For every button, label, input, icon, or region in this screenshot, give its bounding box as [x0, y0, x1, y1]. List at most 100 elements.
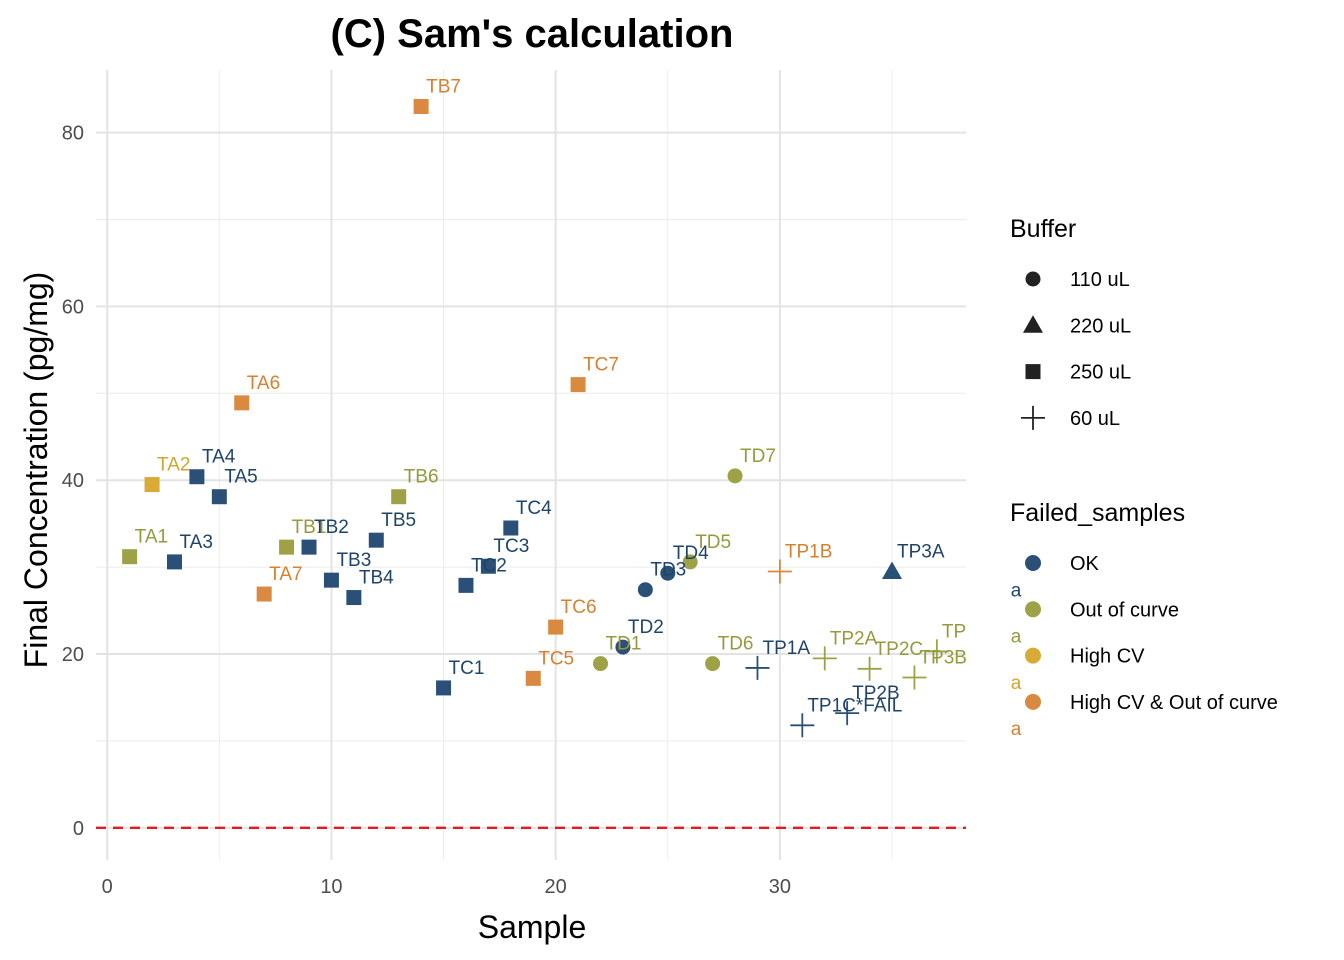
data-label: TB1 [292, 517, 327, 538]
x-axis-ticks: 0 10 20 30 [102, 876, 791, 898]
data-label: TA6 [247, 373, 280, 394]
legend-buffer-label: 250 uL [1070, 362, 1131, 384]
data-point [924, 639, 949, 664]
data-label: TA4 [202, 447, 236, 468]
data-label: TC5 [538, 648, 574, 669]
legend-buffer-label: 110 uL [1070, 269, 1130, 291]
x-tick-label: 10 [320, 876, 342, 898]
data-label: TB6 [404, 467, 439, 488]
data-point [767, 559, 792, 584]
legend-buffer-entries: 110 uL 220 uL 250 uL 60 uL [1021, 269, 1131, 430]
data-label: TD6 [718, 634, 754, 655]
data-label: TA1 [135, 527, 168, 548]
legend-failed-samples-title: Failed_samples [1010, 499, 1185, 527]
data-label: TC2 [471, 555, 507, 576]
data-label: TP2C [875, 639, 924, 660]
y-axis-title: Final Concentration (pg/mg) [18, 272, 54, 669]
data-point [346, 590, 362, 606]
data-label: TD7 [740, 446, 776, 467]
data-point [705, 656, 721, 672]
x-axis-title: Sample [478, 909, 587, 945]
legend-buffer-swatch [1025, 364, 1041, 380]
data-label: TC4 [516, 498, 552, 519]
legend-status-swatch [1025, 647, 1041, 664]
data-point [593, 656, 609, 672]
legend-status-swatch [1025, 555, 1041, 571]
legend-buffer-swatch [1025, 271, 1041, 287]
x-tick-label: 0 [102, 876, 113, 898]
x-tick-label: 20 [545, 876, 567, 898]
data-label: TP2A [830, 628, 878, 649]
data-point [857, 656, 882, 681]
data-label: TD5 [695, 532, 731, 553]
data-point [413, 99, 429, 115]
data-label: TB4 [359, 568, 394, 589]
data-point [391, 489, 407, 505]
data-point [835, 701, 860, 726]
minor-gridlines [96, 70, 966, 860]
data-point [166, 554, 182, 570]
data-point [745, 655, 770, 680]
data-label: TC3 [493, 536, 529, 557]
data-point [122, 549, 138, 565]
data-point [256, 586, 272, 602]
y-axis-ticks: 0 20 40 60 80 [62, 123, 84, 840]
data-label: TA3 [179, 532, 212, 553]
data-point [436, 680, 452, 696]
data-point [323, 572, 339, 588]
data-label: TD1 [606, 634, 642, 655]
data-point [480, 558, 496, 574]
legend-status-label: Out of curve [1070, 599, 1179, 621]
data-point [790, 713, 815, 738]
legend-buffer-label: 220 uL [1070, 315, 1131, 337]
legend: Buffer 110 uL 220 uL 250 uL 60 uL Failed_sa… [1010, 215, 1278, 740]
data-point [503, 520, 519, 536]
data-label: TP3A [897, 541, 945, 562]
data-point [902, 665, 927, 690]
legend-text-key: a [1011, 719, 1022, 740]
legend-status-swatch [1025, 601, 1041, 618]
y-tick-label: 0 [73, 818, 84, 840]
data-label: TB5 [381, 510, 416, 531]
data-label: TP3C [942, 621, 991, 642]
data-label: TA5 [224, 467, 257, 488]
data-point [660, 565, 676, 581]
data-point [548, 619, 564, 635]
legend-text-key: a [1011, 627, 1022, 648]
legend-buffer-swatch [1021, 405, 1045, 430]
data-point [301, 539, 317, 555]
data-point [682, 554, 698, 570]
y-tick-label: 80 [62, 123, 84, 145]
data-label: TB2 [314, 517, 349, 538]
data-point [458, 577, 474, 593]
data-point [211, 489, 227, 505]
data-point [144, 477, 160, 493]
data-label: TP1A [762, 638, 810, 659]
data-label: TA2 [157, 455, 190, 476]
legend-buffer-swatch [1023, 315, 1043, 333]
legend-buffer-label: 60 uL [1070, 408, 1120, 430]
data-label: TP2B [852, 683, 900, 704]
data-point [637, 582, 653, 598]
data-label: TB3 [336, 550, 371, 571]
legend-status-label: OK [1070, 553, 1100, 575]
data-point [615, 639, 631, 655]
data-label: TD2 [628, 617, 664, 638]
data-point [368, 532, 384, 548]
legend-failed-samples-entries: OK a Out of curve a High CV a High CV & Out of… [1011, 553, 1278, 740]
data-point [234, 395, 250, 411]
chart-title: (C) Sam's calculation [331, 12, 734, 56]
legend-text-key: a [1011, 580, 1022, 601]
y-tick-label: 60 [62, 296, 84, 318]
data-point [812, 646, 837, 671]
data-label: TP1C*FAIL [807, 695, 902, 716]
y-tick-label: 40 [62, 470, 84, 492]
legend-status-swatch [1025, 693, 1041, 710]
data-point [279, 539, 295, 555]
data-point [570, 377, 586, 393]
data-label: TP3B [919, 647, 967, 668]
legend-status-label: High CV & Out of curve [1070, 692, 1278, 714]
data-label: TP1B [785, 541, 833, 562]
data-label: TC1 [449, 658, 485, 679]
